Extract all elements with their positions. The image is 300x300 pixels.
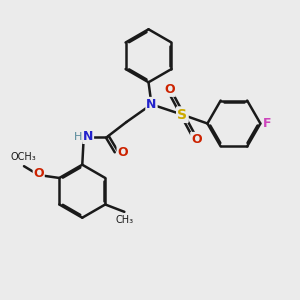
Text: O: O	[117, 146, 128, 159]
Text: O: O	[164, 83, 175, 96]
Text: CH₃: CH₃	[116, 215, 134, 225]
Text: S: S	[177, 108, 188, 122]
Text: N: N	[146, 98, 157, 111]
Text: H: H	[74, 132, 83, 142]
Text: OCH₃: OCH₃	[11, 152, 36, 162]
Text: O: O	[191, 133, 202, 146]
Text: N: N	[83, 130, 93, 143]
Text: O: O	[33, 167, 44, 180]
Text: F: F	[262, 117, 271, 130]
